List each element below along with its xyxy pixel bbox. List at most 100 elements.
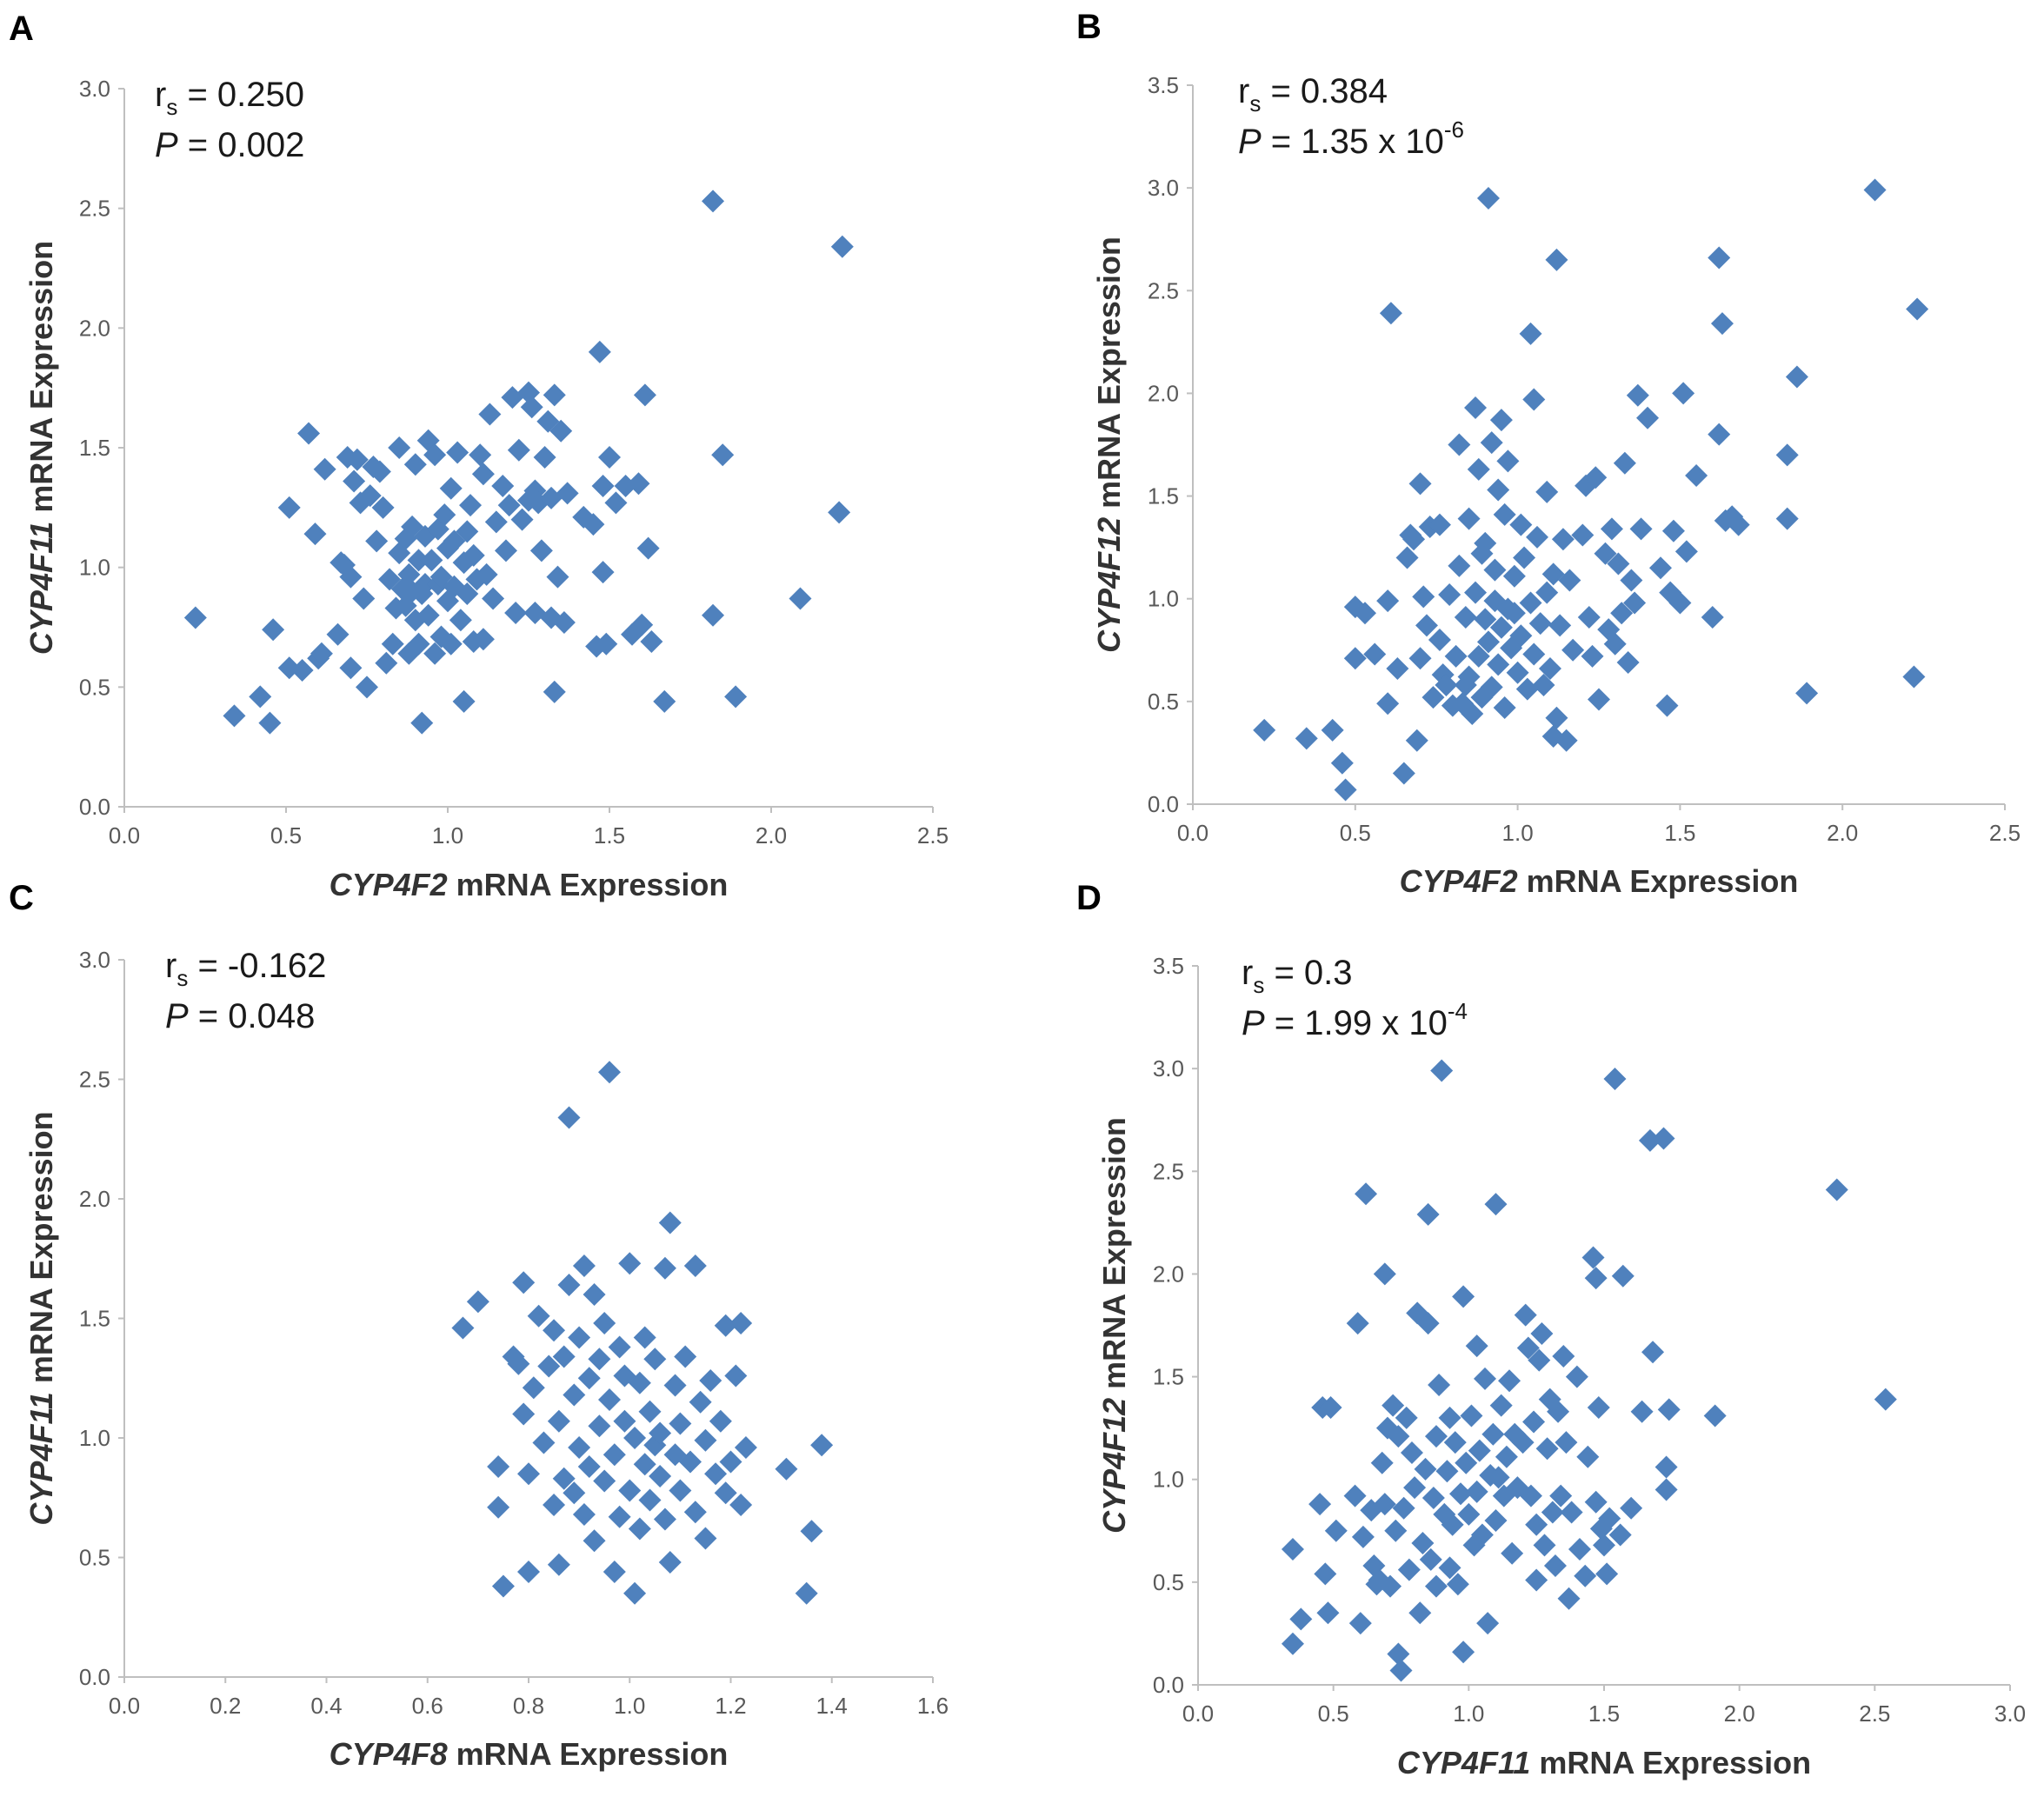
data-point xyxy=(1551,528,1575,551)
data-point xyxy=(491,475,515,498)
x-axis-title-rest: mRNA Expression xyxy=(448,867,729,902)
data-point xyxy=(262,618,285,642)
data-point xyxy=(653,1256,676,1280)
data-point xyxy=(1448,1482,1472,1506)
data-point xyxy=(1386,657,1409,681)
data-point xyxy=(1594,542,1617,565)
data-point xyxy=(1354,602,1377,625)
data-point xyxy=(1435,673,1458,696)
data-point xyxy=(1346,1312,1369,1335)
panel-c: C 0.0 0.5 1.0 1.5 2.0 2.5 3.0 0.0 0.2 0.4 0.6 0.8 1.0… xyxy=(9,879,949,1772)
p-value: = 1.35 x 10 xyxy=(1262,123,1444,161)
data-point xyxy=(608,1505,631,1528)
data-point xyxy=(249,685,272,709)
data-point xyxy=(1874,1388,1897,1411)
data-point xyxy=(1343,647,1367,670)
data-point xyxy=(1384,1519,1408,1542)
panel-letter: C xyxy=(9,879,34,917)
data-point xyxy=(694,1527,717,1550)
data-point xyxy=(1435,1460,1459,1483)
data-point xyxy=(1370,1451,1394,1474)
x-tick-label: 2.5 xyxy=(1989,820,2021,846)
data-point xyxy=(1474,531,1497,555)
data-point xyxy=(471,463,495,486)
data-point xyxy=(702,190,725,213)
data-point xyxy=(638,1400,662,1423)
x-axis-title-rest: mRNA Expression xyxy=(448,1736,729,1772)
data-point xyxy=(527,1304,550,1328)
rs-value: = 0.384 xyxy=(1261,72,1388,110)
data-point xyxy=(1484,1508,1508,1532)
data-point xyxy=(1557,1587,1581,1610)
y-tick-label: 0.0 xyxy=(79,794,110,820)
y-axis-title-gene: CYP4F12 xyxy=(1091,517,1127,653)
data-point xyxy=(451,1316,475,1340)
data-point xyxy=(556,482,579,505)
data-point xyxy=(1685,463,1708,487)
data-point xyxy=(1629,517,1653,541)
data-point xyxy=(1577,605,1601,629)
data-point xyxy=(1464,581,1488,604)
data-point xyxy=(1603,1067,1627,1090)
data-point xyxy=(552,1467,576,1490)
rs-annotation: rs = 0.3 xyxy=(1242,954,1353,998)
data-point xyxy=(598,446,621,469)
data-point xyxy=(588,1414,611,1438)
data-point xyxy=(557,1274,581,1296)
data-point xyxy=(598,1388,621,1411)
data-point xyxy=(1408,647,1432,670)
data-point xyxy=(1613,451,1636,475)
data-point xyxy=(1489,409,1513,432)
data-point xyxy=(568,1326,591,1349)
data-point xyxy=(1703,1404,1727,1428)
x-tick-label: 2.0 xyxy=(1827,820,1858,846)
data-point xyxy=(1535,581,1559,604)
data-point xyxy=(1487,1466,1510,1489)
data-point xyxy=(456,520,479,543)
data-point xyxy=(504,601,528,624)
data-point xyxy=(1379,302,1402,325)
data-point xyxy=(636,536,660,560)
data-point xyxy=(1610,602,1634,625)
data-point xyxy=(627,472,650,496)
x-tick-label: 0.5 xyxy=(1340,820,1371,846)
y-tick-label: 0.5 xyxy=(79,674,110,700)
data-point xyxy=(1415,614,1438,637)
data-point xyxy=(729,1494,753,1516)
data-point xyxy=(618,1252,642,1275)
data-point xyxy=(1708,423,1731,446)
data-point xyxy=(1598,1507,1621,1530)
data-point xyxy=(653,1507,676,1531)
x-tick-label: 0.5 xyxy=(270,822,302,849)
data-point xyxy=(529,539,553,562)
data-point xyxy=(583,1529,606,1553)
data-point xyxy=(1430,1059,1454,1082)
data-point xyxy=(1493,502,1516,526)
x-tick-label: 2.0 xyxy=(756,822,787,849)
data-point xyxy=(1533,1534,1556,1557)
data-point xyxy=(352,587,376,610)
rs-annotation: rs = 0.250 xyxy=(155,76,304,120)
data-point xyxy=(339,565,363,589)
data-point xyxy=(549,419,573,443)
data-point xyxy=(789,587,812,610)
data-point xyxy=(543,1494,566,1516)
data-point xyxy=(1525,1568,1548,1592)
data-point xyxy=(1727,513,1750,536)
y-axis-title: CYP4F11 mRNA Expression xyxy=(23,1111,59,1525)
data-point xyxy=(523,601,547,624)
x-tick-label: 0.6 xyxy=(412,1693,443,1719)
y-tick-label: 2.0 xyxy=(1153,1261,1184,1287)
data-point xyxy=(618,1479,642,1502)
x-tick-label: 1.0 xyxy=(432,822,463,849)
y-axis-title-rest: mRNA Expression xyxy=(1091,236,1127,517)
data-point xyxy=(1416,1312,1440,1335)
data-point xyxy=(1480,676,1503,699)
data-point xyxy=(517,1462,540,1486)
data-point xyxy=(1395,1406,1418,1429)
data-point xyxy=(1474,608,1497,631)
data-point xyxy=(512,1271,536,1295)
data-point xyxy=(1509,624,1533,648)
data-point xyxy=(775,1457,798,1481)
data-point xyxy=(487,1455,510,1478)
